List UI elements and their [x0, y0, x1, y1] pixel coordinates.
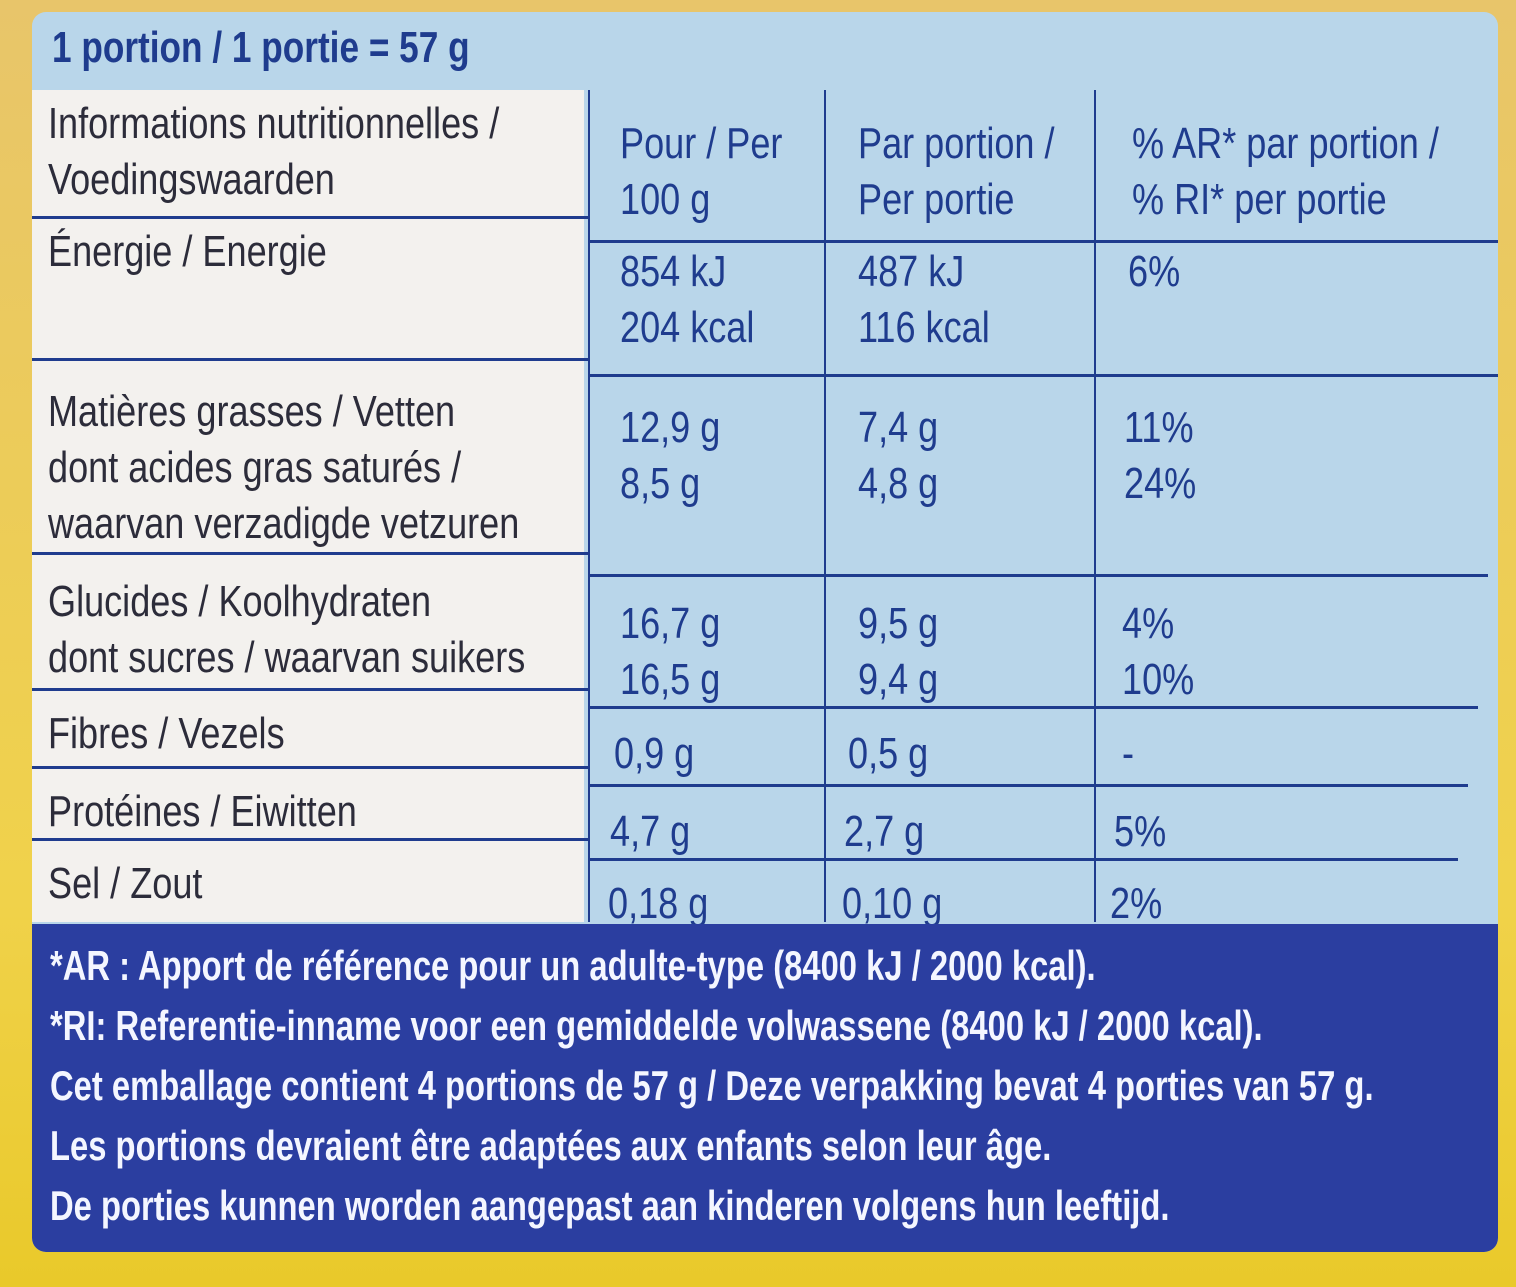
row-label-fats: Matières grasses / Vetten dont acides gra…: [48, 387, 520, 548]
row-divider: [32, 838, 588, 841]
row-fibres-ri: -: [1122, 729, 1135, 778]
row-divider: [32, 688, 588, 691]
row-energy-per100: 854 kJ 204 kcal: [620, 247, 755, 352]
row-carbs-per100: 16,7 g 16,5 g: [620, 599, 721, 704]
row-protein-ri: 5%: [1114, 807, 1167, 856]
footnote-ri: *RI: Referentie-inname voor een gemiddel…: [50, 1002, 1263, 1049]
col-header-perportion: Par portion / Per portie: [858, 119, 1055, 224]
row-label-carbs: Glucides / Koolhydraten dont sucres / waa…: [48, 577, 526, 682]
label-column: [32, 90, 584, 922]
row-label-fibres: Fibres / Vezels: [48, 709, 285, 758]
row-divider: [32, 552, 588, 555]
row-carbs-ri: 4% 10%: [1122, 599, 1195, 704]
row-label-salt: Sel / Zout: [48, 859, 203, 908]
row-divider: [588, 858, 1458, 861]
footnote-children-nl: De porties kunnen worden aangepast aan k…: [50, 1182, 1170, 1229]
row-divider: [588, 374, 1498, 377]
nutrition-label: 1 portion / 1 portie = 57 g Informations…: [32, 12, 1498, 1252]
row-energy-perportion: 487 kJ 116 kcal: [858, 247, 990, 352]
column-divider: [1094, 90, 1096, 922]
row-label-energy: Énergie / Energie: [48, 227, 327, 276]
row-fats-perportion: 7,4 g 4,8 g: [858, 403, 939, 508]
row-divider: [588, 240, 1498, 243]
nutrition-table: Informations nutritionnelles / Voedingswa…: [32, 90, 1498, 928]
row-divider: [32, 358, 588, 361]
row-divider: [588, 784, 1468, 787]
row-label-protein: Protéines / Eiwitten: [48, 787, 357, 836]
footnote-ar: *AR : Apport de référence pour un adulte…: [50, 942, 1096, 989]
row-protein-per100: 4,7 g: [610, 807, 691, 856]
row-salt-per100: 0,18 g: [608, 879, 709, 928]
column-divider: [824, 90, 826, 922]
row-divider: [588, 706, 1478, 709]
row-fibres-perportion: 0,5 g: [848, 729, 929, 778]
portion-header: 1 portion / 1 portie = 57 g: [52, 23, 470, 72]
row-energy-ri: 6%: [1128, 247, 1181, 296]
row-fibres-per100: 0,9 g: [614, 729, 695, 778]
row-salt-perportion: 0,10 g: [842, 879, 943, 928]
row-carbs-perportion: 9,5 g 9,4 g: [858, 599, 939, 704]
row-fats-ri: 11% 24%: [1124, 403, 1197, 508]
footer-notes: *AR : Apport de référence pour un adulte…: [32, 924, 1498, 1252]
footnote-package: Cet emballage contient 4 portions de 57 …: [50, 1062, 1374, 1109]
footnote-children-fr: Les portions devraient être adaptées aux…: [50, 1122, 1052, 1169]
col-header-nutrition: Informations nutritionnelles / Voedingswa…: [48, 99, 500, 204]
row-divider: [32, 766, 588, 769]
row-salt-ri: 2%: [1110, 879, 1163, 928]
row-fats-per100: 12,9 g 8,5 g: [620, 403, 721, 508]
col-header-per100: Pour / Per 100 g: [620, 119, 783, 224]
row-divider: [588, 574, 1488, 577]
row-divider: [32, 216, 588, 219]
row-protein-perportion: 2,7 g: [844, 807, 925, 856]
col-header-ri: % AR* par portion /% RI* per portie: [1132, 119, 1439, 224]
column-divider: [588, 90, 590, 922]
